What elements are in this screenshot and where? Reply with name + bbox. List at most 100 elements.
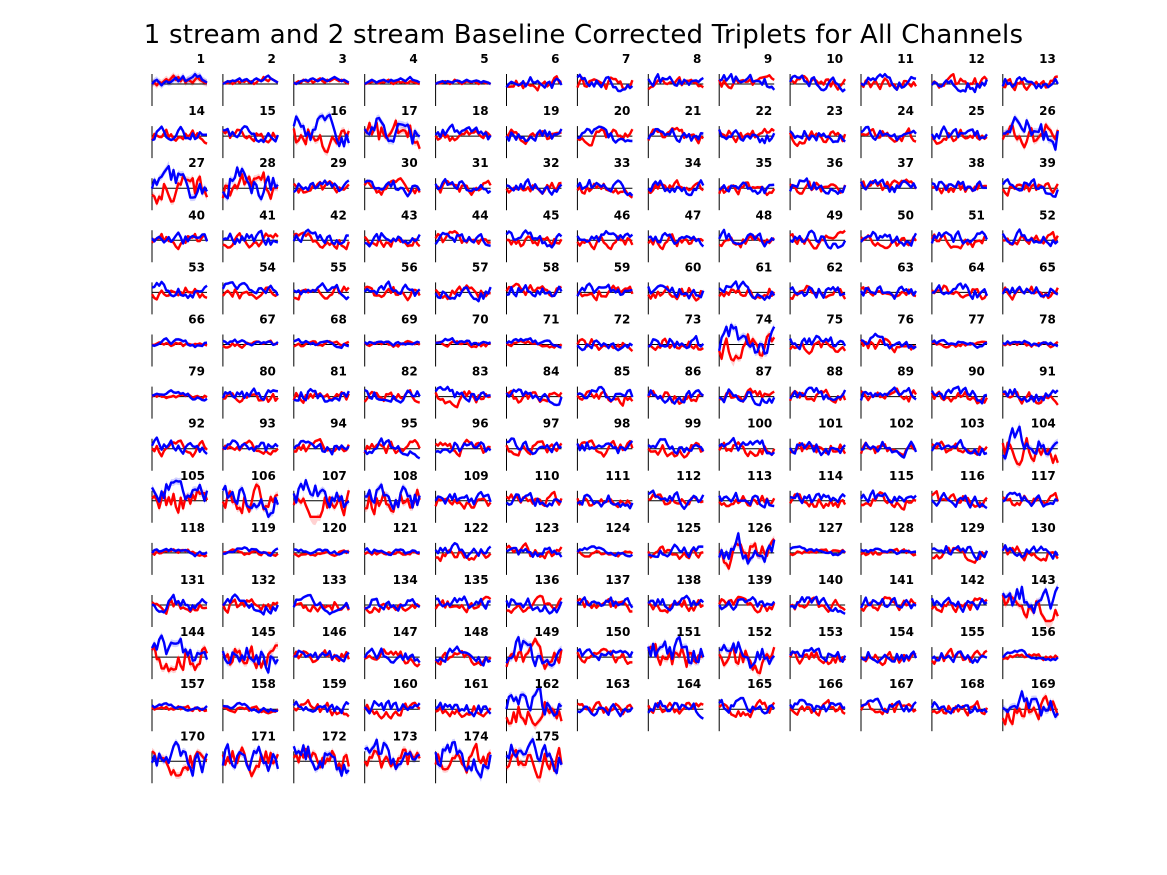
channel-30-blue-line — [364, 179, 421, 198]
channel-121-label: 121 — [393, 521, 418, 535]
channel-panel-148: 148 — [434, 625, 492, 680]
channel-panel-38: 38 — [931, 156, 987, 211]
channel-11-red-line — [859, 77, 918, 91]
channel-42-blue-line — [292, 228, 349, 246]
channel-59-blue-line — [576, 282, 633, 297]
channel-106-label: 106 — [251, 469, 276, 483]
channel-17-blue-line — [363, 116, 421, 145]
channel-115-blue-line — [859, 489, 917, 504]
channel-153-blue-line — [789, 646, 847, 663]
channel-101-label: 101 — [818, 417, 843, 431]
channel-panel-5: 5 — [434, 52, 492, 106]
channel-113-label: 113 — [747, 469, 772, 483]
channel-68-label: 68 — [330, 313, 347, 327]
channel-panel-108: 108 — [364, 469, 421, 523]
channel-63-label: 63 — [897, 260, 914, 274]
channel-94-blue-line — [292, 439, 350, 456]
channel-165-red-line — [718, 699, 776, 719]
channel-45-red-line — [506, 235, 563, 248]
channel-panel-77: 77 — [931, 313, 988, 367]
channel-34-red-line — [647, 179, 704, 194]
channel-panel-24: 24 — [860, 104, 917, 159]
channel-1-label: 1 — [197, 52, 205, 66]
channel-103-blue-line — [930, 439, 988, 457]
channel-84-red-line — [506, 389, 563, 404]
channel-70-blue-line — [435, 337, 492, 347]
channel-107-label: 107 — [322, 469, 347, 483]
channel-65-red-line — [1001, 285, 1059, 301]
channel-69-blue-line — [363, 340, 421, 347]
channel-panel-83: 83 — [434, 365, 491, 419]
channel-2-blue-line — [222, 74, 279, 86]
channel-panel-105: 105 — [150, 469, 209, 523]
channel-158-label: 158 — [251, 677, 276, 691]
channel-120-label: 120 — [322, 521, 347, 535]
channel-122-label: 122 — [464, 521, 489, 535]
channel-panel-27: 27 — [150, 156, 209, 211]
channel-137-label: 137 — [605, 573, 630, 587]
channel-77-label: 77 — [968, 313, 985, 327]
channel-62-label: 62 — [826, 260, 843, 274]
channel-9-red-line — [718, 74, 775, 90]
channel-125-label: 125 — [676, 521, 701, 535]
channel-166-blue-line — [789, 698, 846, 713]
channel-panel-54: 54 — [221, 260, 279, 315]
channel-152-label: 152 — [747, 625, 772, 639]
channel-58-label: 58 — [543, 260, 560, 274]
channel-118-label: 118 — [180, 521, 205, 535]
channel-76-red-line — [859, 337, 917, 354]
channel-147-label: 147 — [393, 625, 418, 639]
channel-46-label: 46 — [614, 208, 631, 222]
channel-73-blue-line — [647, 335, 705, 350]
channel-61-blue-line — [718, 280, 776, 301]
channel-94-label: 94 — [330, 417, 347, 431]
channel-121-blue-line — [364, 547, 420, 557]
channel-139-blue-line — [718, 596, 776, 611]
channel-84-label: 84 — [543, 365, 560, 379]
channel-15-label: 15 — [259, 104, 276, 118]
channel-15-blue-line — [222, 125, 280, 144]
channel-panel-133: 133 — [292, 573, 350, 627]
channel-138-blue-line — [647, 594, 705, 612]
channel-115-label: 115 — [889, 469, 914, 483]
channel-24-label: 24 — [897, 104, 914, 118]
channel-19-red-line — [505, 128, 562, 145]
channel-78-label: 78 — [1039, 313, 1056, 327]
channel-41-blue-line — [222, 229, 279, 246]
channel-panel-67: 67 — [222, 313, 279, 367]
channel-panel-109: 109 — [434, 469, 492, 523]
channel-126-label: 126 — [747, 521, 772, 535]
channel-panel-28: 28 — [221, 156, 279, 211]
channel-panel-70: 70 — [435, 313, 492, 367]
channel-161-red-line — [435, 705, 492, 718]
channel-panel-129: 129 — [931, 521, 989, 575]
channel-panel-161: 161 — [434, 677, 492, 732]
channel-25-label: 25 — [968, 104, 985, 118]
channel-32-blue-line — [506, 178, 563, 196]
channel-151-blue-line — [647, 636, 705, 665]
channel-panel-127: 127 — [789, 521, 847, 575]
channel-43-red-line — [363, 235, 421, 248]
channel-149-label: 149 — [534, 625, 559, 639]
channel-25-red-band — [931, 128, 987, 146]
channel-130-label: 130 — [1031, 521, 1056, 535]
channel-panel-57: 57 — [434, 260, 492, 315]
channel-panel-141: 141 — [859, 573, 917, 627]
channel-127-label: 127 — [818, 521, 843, 535]
channel-34-blue-line — [647, 179, 705, 197]
channel-panel-103: 103 — [930, 417, 988, 471]
channel-panel-143: 143 — [1001, 573, 1059, 628]
channel-99-blue-line — [647, 438, 705, 455]
channel-118-red-line — [151, 548, 208, 558]
channel-14-blue-line — [151, 125, 208, 142]
channel-82-blue-line — [364, 388, 421, 404]
channel-87-label: 87 — [755, 365, 772, 379]
channel-21-blue-line — [647, 127, 704, 143]
channel-panel-175: 175 — [505, 729, 563, 784]
channel-46-blue-line — [576, 230, 634, 243]
channel-21-label: 21 — [685, 104, 702, 118]
channel-18-label: 18 — [472, 104, 489, 118]
channel-19-blue-line — [505, 128, 563, 143]
channel-123-label: 123 — [534, 521, 559, 535]
channel-panel-18: 18 — [434, 104, 492, 159]
